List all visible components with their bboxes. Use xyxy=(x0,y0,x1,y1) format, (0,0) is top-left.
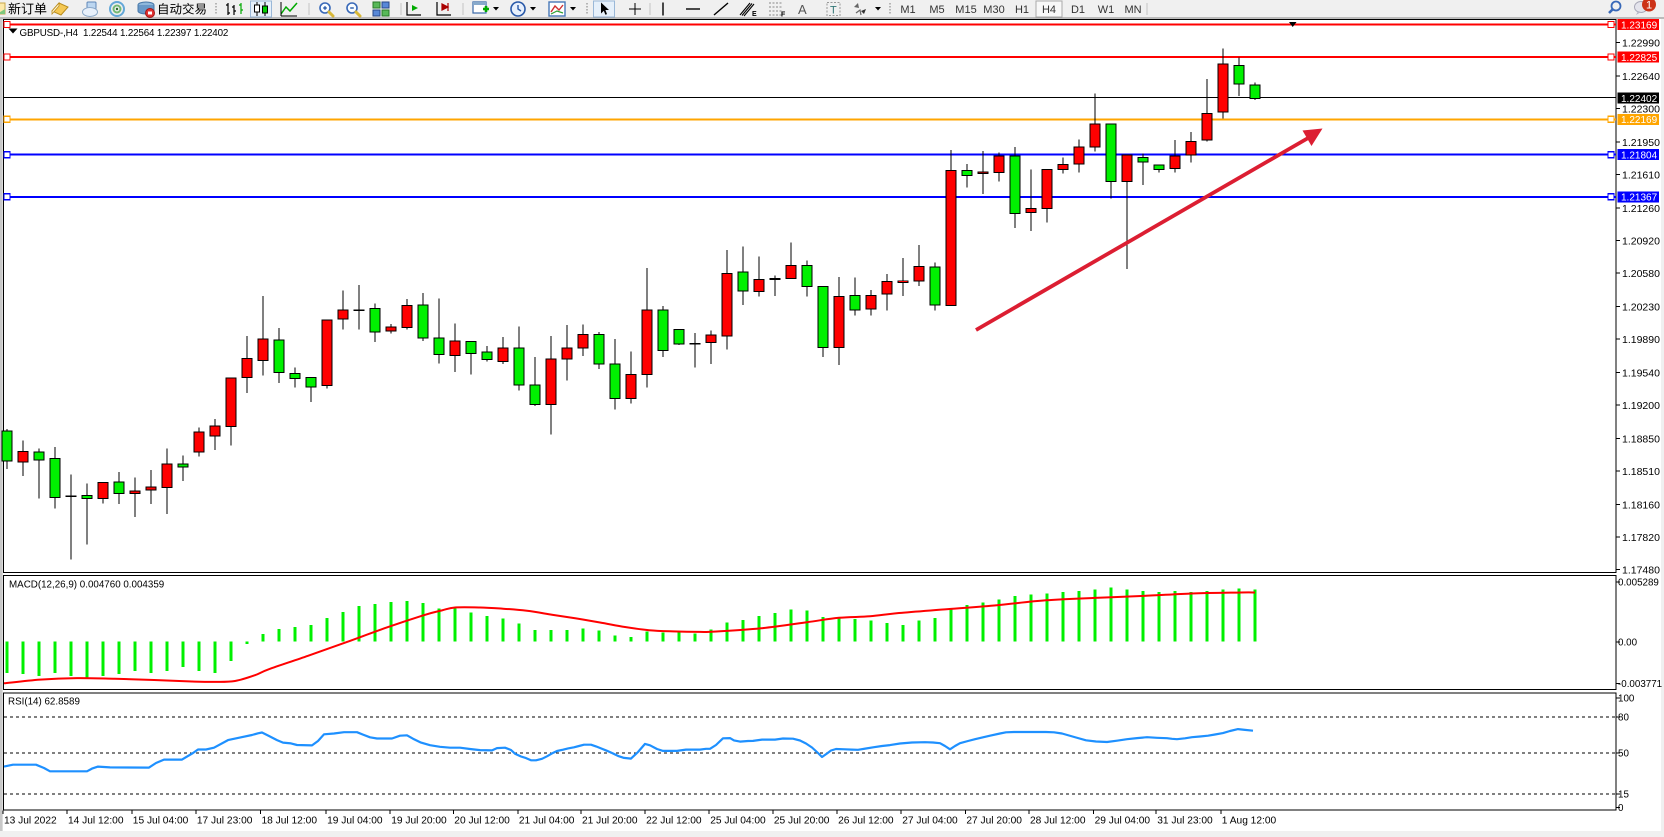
svg-text:1.18510: 1.18510 xyxy=(1622,466,1660,478)
svg-text:27 Jul 04:00: 27 Jul 04:00 xyxy=(902,816,958,827)
svg-text:1.20920: 1.20920 xyxy=(1622,235,1660,247)
svg-text:1.18850: 1.18850 xyxy=(1622,433,1660,445)
svg-text:W1: W1 xyxy=(1098,4,1115,16)
svg-text:1.21950: 1.21950 xyxy=(1622,137,1660,149)
svg-text:M1: M1 xyxy=(900,4,915,16)
svg-text:27 Jul 20:00: 27 Jul 20:00 xyxy=(966,816,1022,827)
svg-text:29 Jul 04:00: 29 Jul 04:00 xyxy=(1095,816,1151,827)
svg-text:H1: H1 xyxy=(1015,4,1029,16)
svg-text:1.19890: 1.19890 xyxy=(1622,334,1660,346)
svg-text:1.21804: 1.21804 xyxy=(1621,150,1658,161)
svg-text:17 Jul 23:00: 17 Jul 23:00 xyxy=(197,816,253,827)
svg-text:0.005289: 0.005289 xyxy=(1618,578,1659,589)
svg-text:M15: M15 xyxy=(955,4,976,16)
svg-text:1.21610: 1.21610 xyxy=(1622,169,1660,181)
svg-text:F: F xyxy=(781,12,786,19)
svg-text:18 Jul 12:00: 18 Jul 12:00 xyxy=(262,816,318,827)
svg-text:1.22169: 1.22169 xyxy=(1621,115,1658,126)
svg-text:19 Jul 20:00: 19 Jul 20:00 xyxy=(391,816,447,827)
svg-text:1.22640: 1.22640 xyxy=(1622,71,1660,83)
svg-text:1.20230: 1.20230 xyxy=(1622,301,1660,313)
svg-text:M5: M5 xyxy=(929,4,944,16)
svg-text:1.21260: 1.21260 xyxy=(1622,203,1660,215)
svg-text:1: 1 xyxy=(1646,0,1652,12)
svg-text:80: 80 xyxy=(1618,713,1629,724)
svg-text:1.21367: 1.21367 xyxy=(1621,193,1658,204)
svg-text:26 Jul 12:00: 26 Jul 12:00 xyxy=(838,816,894,827)
svg-text:21 Jul 20:00: 21 Jul 20:00 xyxy=(582,816,638,827)
svg-text:25 Jul 20:00: 25 Jul 20:00 xyxy=(774,816,830,827)
svg-text:28 Jul 12:00: 28 Jul 12:00 xyxy=(1030,816,1086,827)
svg-text:D1: D1 xyxy=(1071,4,1085,16)
svg-text:GBPUSD-,H4 1.22544 1.22564 1.: GBPUSD-,H4 1.22544 1.22564 1.22397 1.224… xyxy=(20,28,229,39)
svg-text:T: T xyxy=(830,5,837,17)
svg-text:-0.003771: -0.003771 xyxy=(1618,679,1662,690)
svg-text:1.18160: 1.18160 xyxy=(1622,499,1660,511)
svg-text:22 Jul 12:00: 22 Jul 12:00 xyxy=(646,816,702,827)
svg-text:RSI(14) 62.8589: RSI(14) 62.8589 xyxy=(8,697,80,708)
svg-text:1.22402: 1.22402 xyxy=(1621,94,1658,105)
svg-text:1.23169: 1.23169 xyxy=(1621,20,1658,31)
svg-text:19 Jul 04:00: 19 Jul 04:00 xyxy=(327,816,383,827)
svg-text:H4: H4 xyxy=(1042,4,1056,16)
svg-text:M30: M30 xyxy=(983,4,1004,16)
svg-text:1.22300: 1.22300 xyxy=(1622,103,1660,115)
svg-text:13 Jul 2022: 13 Jul 2022 xyxy=(4,816,57,827)
svg-text:1.17820: 1.17820 xyxy=(1622,532,1660,544)
svg-text:21 Jul 04:00: 21 Jul 04:00 xyxy=(519,816,575,827)
svg-text:20 Jul 12:00: 20 Jul 12:00 xyxy=(454,816,510,827)
svg-text:31 Jul 23:00: 31 Jul 23:00 xyxy=(1157,816,1213,827)
svg-text:1 Aug 12:00: 1 Aug 12:00 xyxy=(1222,816,1277,827)
svg-text:MACD(12,26,9) 0.004760 0.00435: MACD(12,26,9) 0.004760 0.004359 xyxy=(9,580,164,591)
svg-text:1.20580: 1.20580 xyxy=(1622,268,1660,280)
svg-text:1.22990: 1.22990 xyxy=(1622,37,1660,49)
svg-text:14 Jul 12:00: 14 Jul 12:00 xyxy=(68,816,124,827)
svg-text:1.17480: 1.17480 xyxy=(1622,564,1660,576)
svg-text:0.00: 0.00 xyxy=(1618,638,1638,649)
svg-text:100: 100 xyxy=(1618,694,1635,705)
svg-text:50: 50 xyxy=(1618,749,1629,760)
svg-text:25 Jul 04:00: 25 Jul 04:00 xyxy=(710,816,766,827)
svg-text:0: 0 xyxy=(1618,803,1624,814)
svg-text:1.22825: 1.22825 xyxy=(1621,53,1658,64)
svg-text:A: A xyxy=(798,2,807,17)
svg-text:15: 15 xyxy=(1618,790,1629,801)
svg-text:E: E xyxy=(752,11,757,18)
svg-text:MN: MN xyxy=(1124,4,1141,16)
svg-text:15 Jul 04:00: 15 Jul 04:00 xyxy=(133,816,189,827)
svg-text:1.19200: 1.19200 xyxy=(1622,400,1660,412)
svg-text:1.19540: 1.19540 xyxy=(1622,367,1660,379)
